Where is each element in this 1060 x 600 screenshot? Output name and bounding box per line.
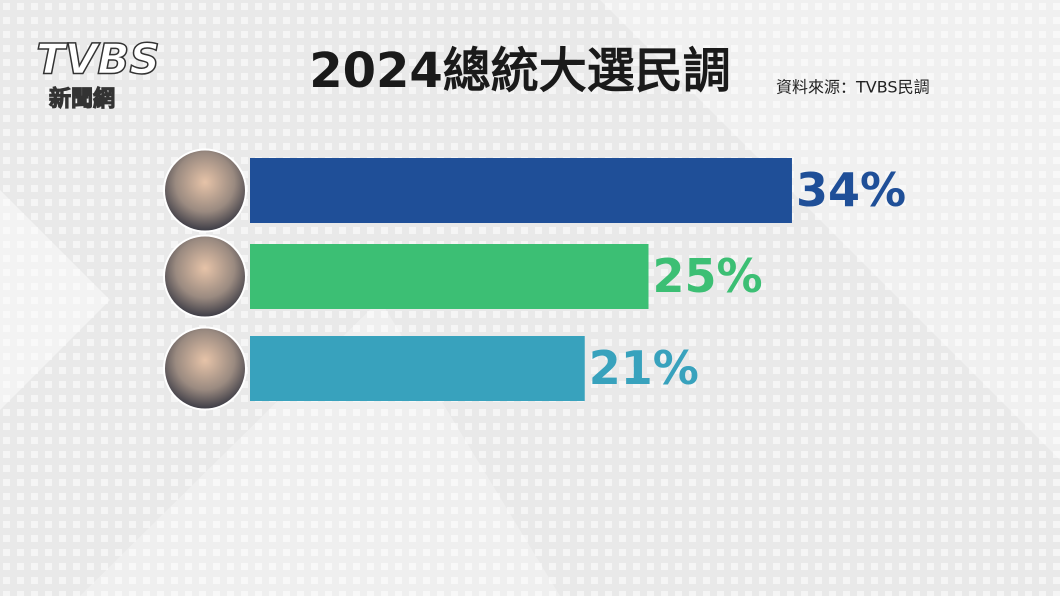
logo-tagline: 新聞網: [49, 86, 115, 112]
decor-chevron: [0, 190, 110, 410]
decor-chevron: [80, 300, 560, 596]
value-label: 25%: [653, 249, 763, 303]
candidate-photo: [163, 148, 247, 233]
bar: [250, 336, 585, 401]
bar: [250, 158, 792, 223]
bar: [250, 244, 649, 309]
candidate-photo: [163, 326, 247, 411]
logo-name: TVBS: [36, 35, 159, 84]
chart-title: 2024總統大選民調: [309, 43, 731, 99]
value-label: 21%: [589, 341, 699, 395]
decor-chevron: [600, 0, 1060, 460]
candidate-photo: [163, 234, 247, 319]
value-label: 34%: [796, 163, 906, 217]
source-note: 資料來源：TVBS民調: [776, 78, 930, 97]
